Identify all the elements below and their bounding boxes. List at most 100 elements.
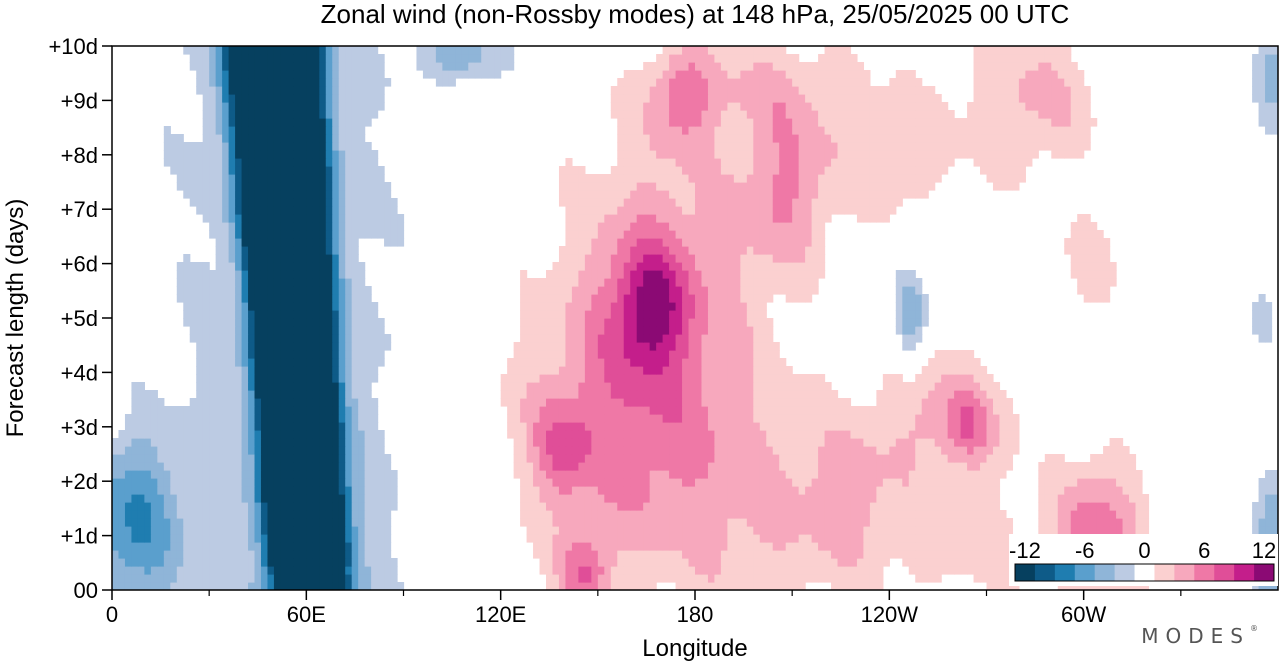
heatmap-cell	[345, 278, 353, 287]
heatmap-cell	[688, 446, 696, 455]
heatmap-cell	[293, 342, 301, 351]
heatmap-cell	[759, 582, 767, 590]
heatmap-cell	[578, 270, 586, 279]
heatmap-cell	[299, 454, 307, 463]
heatmap-cell	[856, 414, 865, 423]
heatmap-cell	[941, 494, 949, 503]
heatmap-cell	[137, 422, 145, 431]
heatmap-cell	[222, 318, 230, 327]
heatmap-cell	[144, 550, 152, 559]
heatmap-cell	[546, 326, 554, 335]
heatmap-cell	[1258, 294, 1266, 303]
heatmap-cell	[597, 366, 605, 375]
heatmap-cell	[196, 302, 204, 311]
heatmap-cell	[552, 390, 560, 399]
heatmap-cell	[202, 342, 210, 351]
heatmap-cell	[630, 246, 638, 255]
heatmap-cell	[682, 558, 690, 567]
heatmap-cell	[863, 438, 871, 447]
heatmap-cell	[649, 462, 657, 471]
heatmap-cell	[546, 526, 554, 535]
heatmap-cell	[908, 334, 916, 343]
heatmap-cell	[688, 222, 696, 231]
heatmap-cell	[520, 374, 528, 383]
heatmap-cell	[649, 278, 657, 287]
heatmap-cell	[163, 550, 171, 559]
heatmap-cell	[1103, 518, 1111, 527]
heatmap-cell	[235, 462, 243, 471]
heatmap-cell	[319, 222, 327, 231]
heatmap-cell	[358, 566, 366, 575]
heatmap-cell	[170, 406, 178, 415]
heatmap-cell	[552, 518, 560, 527]
heatmap-cell	[533, 334, 541, 343]
heatmap-cell	[992, 462, 1001, 471]
heatmap-cell	[351, 566, 359, 575]
heatmap-cell	[656, 230, 664, 239]
heatmap-cell	[792, 550, 800, 559]
heatmap-cell	[908, 494, 916, 503]
heatmap-cell	[267, 502, 275, 511]
heatmap-cell	[299, 446, 307, 455]
heatmap-cell	[1109, 454, 1117, 463]
heatmap-cell	[539, 462, 547, 471]
heatmap-cell	[882, 486, 890, 495]
heatmap-cell	[325, 382, 333, 391]
heatmap-cell	[766, 246, 774, 255]
heatmap-cell	[902, 470, 910, 479]
heatmap-cell	[967, 462, 975, 471]
heatmap-cell	[209, 574, 217, 583]
heatmap-cell	[118, 486, 126, 495]
heatmap-cell	[539, 334, 547, 343]
heatmap-cell	[286, 478, 294, 487]
heatmap-cell	[973, 542, 981, 551]
heatmap-cell	[189, 574, 197, 583]
heatmap-cell	[338, 294, 346, 303]
heatmap-cell	[992, 406, 1001, 415]
heatmap-cell	[228, 534, 236, 543]
heatmap-cell	[746, 422, 754, 431]
heatmap-cell	[843, 430, 852, 439]
heatmap-cell	[960, 542, 968, 551]
heatmap-cell	[675, 342, 683, 351]
heatmap-cell	[1083, 254, 1091, 263]
heatmap-cell	[312, 206, 320, 215]
heatmap-cell	[662, 382, 670, 391]
heatmap-cell	[209, 462, 217, 471]
heatmap-cell	[215, 510, 223, 519]
heatmap-cell	[248, 478, 256, 487]
heatmap-cell	[112, 486, 120, 495]
heatmap-cell	[967, 558, 975, 567]
heatmap-cell	[766, 462, 774, 471]
heatmap-cell	[358, 230, 366, 239]
heatmap-cell	[597, 454, 605, 463]
heatmap-cell	[332, 278, 340, 287]
heatmap-cell	[170, 534, 178, 543]
heatmap-cell	[636, 494, 644, 503]
heatmap-cell	[578, 398, 586, 407]
heatmap-cell	[358, 366, 366, 375]
heatmap-cell	[759, 342, 767, 351]
heatmap-cell	[740, 390, 748, 399]
heatmap-cell	[565, 350, 573, 359]
heatmap-cell	[688, 454, 696, 463]
heatmap-cell	[740, 262, 748, 271]
heatmap-cell	[338, 582, 346, 590]
heatmap-cell	[753, 526, 761, 535]
heatmap-cell	[759, 270, 767, 279]
heatmap-cell	[228, 470, 236, 479]
heatmap-cell	[818, 518, 826, 527]
heatmap-cell	[228, 214, 236, 223]
heatmap-cell	[656, 390, 664, 399]
heatmap-cell	[908, 294, 916, 303]
heatmap-cell	[112, 534, 120, 543]
heatmap-cell	[325, 278, 333, 287]
heatmap-cell	[345, 262, 353, 271]
heatmap-cell	[546, 366, 554, 375]
heatmap-cell	[753, 566, 761, 575]
heatmap-cell	[766, 366, 774, 375]
heatmap-cell	[371, 398, 379, 407]
heatmap-cell	[604, 422, 612, 431]
heatmap-cell	[889, 542, 897, 551]
heatmap-cell	[202, 478, 210, 487]
